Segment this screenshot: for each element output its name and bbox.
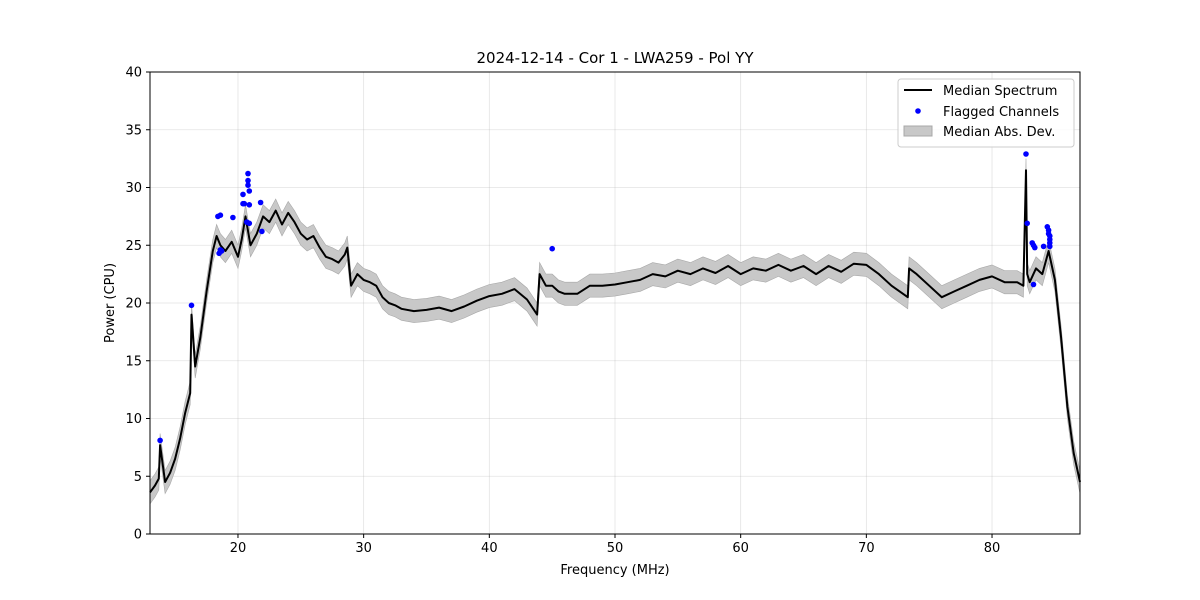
y-tick-label: 15 [125, 354, 142, 369]
y-tick-label: 30 [125, 181, 142, 196]
legend-flagged-label: Flagged Channels [943, 105, 1059, 120]
legend-mad-label: Median Abs. Dev. [943, 125, 1055, 140]
flagged-channel-point [1032, 244, 1038, 251]
flagged-channel-point [157, 437, 163, 444]
flagged-channel-point [1023, 151, 1029, 157]
legend-box [897, 78, 1075, 148]
legend: Median Spectrum Flagged Channels Median … [897, 78, 1075, 148]
y-tick-label: 25 [125, 239, 142, 254]
y-tick-label: 20 [125, 297, 142, 312]
flagged-channel-point [245, 177, 251, 184]
x-tick-label: 80 [984, 541, 1001, 556]
y-axis-ticks: 0 5 10 15 20 25 30 35 40 [125, 66, 150, 543]
y-tick-label: 40 [125, 66, 142, 81]
flagged-channel-point [1030, 281, 1037, 288]
flagged-channel-point [217, 212, 224, 218]
flagged-channel-point [241, 200, 248, 207]
y-tick-label: 10 [125, 412, 142, 427]
chart-title: 2024-12-14 - Cor 1 - LWA259 - Pol YY [477, 49, 755, 67]
x-axis-ticks: 20 30 40 50 60 70 80 [230, 534, 1001, 556]
x-tick-label: 70 [858, 541, 875, 556]
flagged-channel-point [1047, 243, 1053, 250]
x-tick-label: 60 [732, 541, 749, 556]
legend-mad-swatch [903, 125, 933, 137]
flagged-channel-point [257, 199, 264, 206]
y-tick-label: 5 [134, 470, 142, 485]
x-tick-label: 20 [230, 541, 247, 556]
flagged-channel-points [157, 151, 1053, 444]
flagged-channel-point [1024, 220, 1030, 227]
flagged-channel-point [549, 245, 555, 252]
flagged-channel-point [245, 182, 251, 188]
y-axis-label: Power (CPU) [103, 263, 118, 343]
y-tick-label: 0 [134, 528, 142, 543]
x-axis-label: Frequency (MHz) [560, 563, 669, 578]
x-tick-label: 30 [355, 541, 372, 556]
x-tick-label: 50 [607, 541, 624, 556]
x-tick-label: 40 [481, 541, 498, 556]
legend-flagged-swatch [915, 108, 921, 114]
flagged-channel-point [246, 220, 253, 227]
flagged-channel-point [245, 170, 251, 177]
flagged-channel-point [230, 214, 236, 221]
flagged-channel-point [259, 228, 265, 235]
legend-median-label: Median Spectrum [943, 84, 1057, 99]
flagged-channel-point [246, 202, 253, 208]
y-tick-label: 35 [125, 123, 142, 138]
flagged-channel-point [188, 302, 195, 309]
flagged-channel-point [1040, 243, 1047, 250]
flagged-channel-point [240, 191, 246, 198]
grid-lines [150, 71, 1080, 535]
flagged-channel-point [218, 248, 225, 254]
median-spectrum-line [149, 169, 1081, 493]
flagged-channel-point [246, 188, 253, 194]
